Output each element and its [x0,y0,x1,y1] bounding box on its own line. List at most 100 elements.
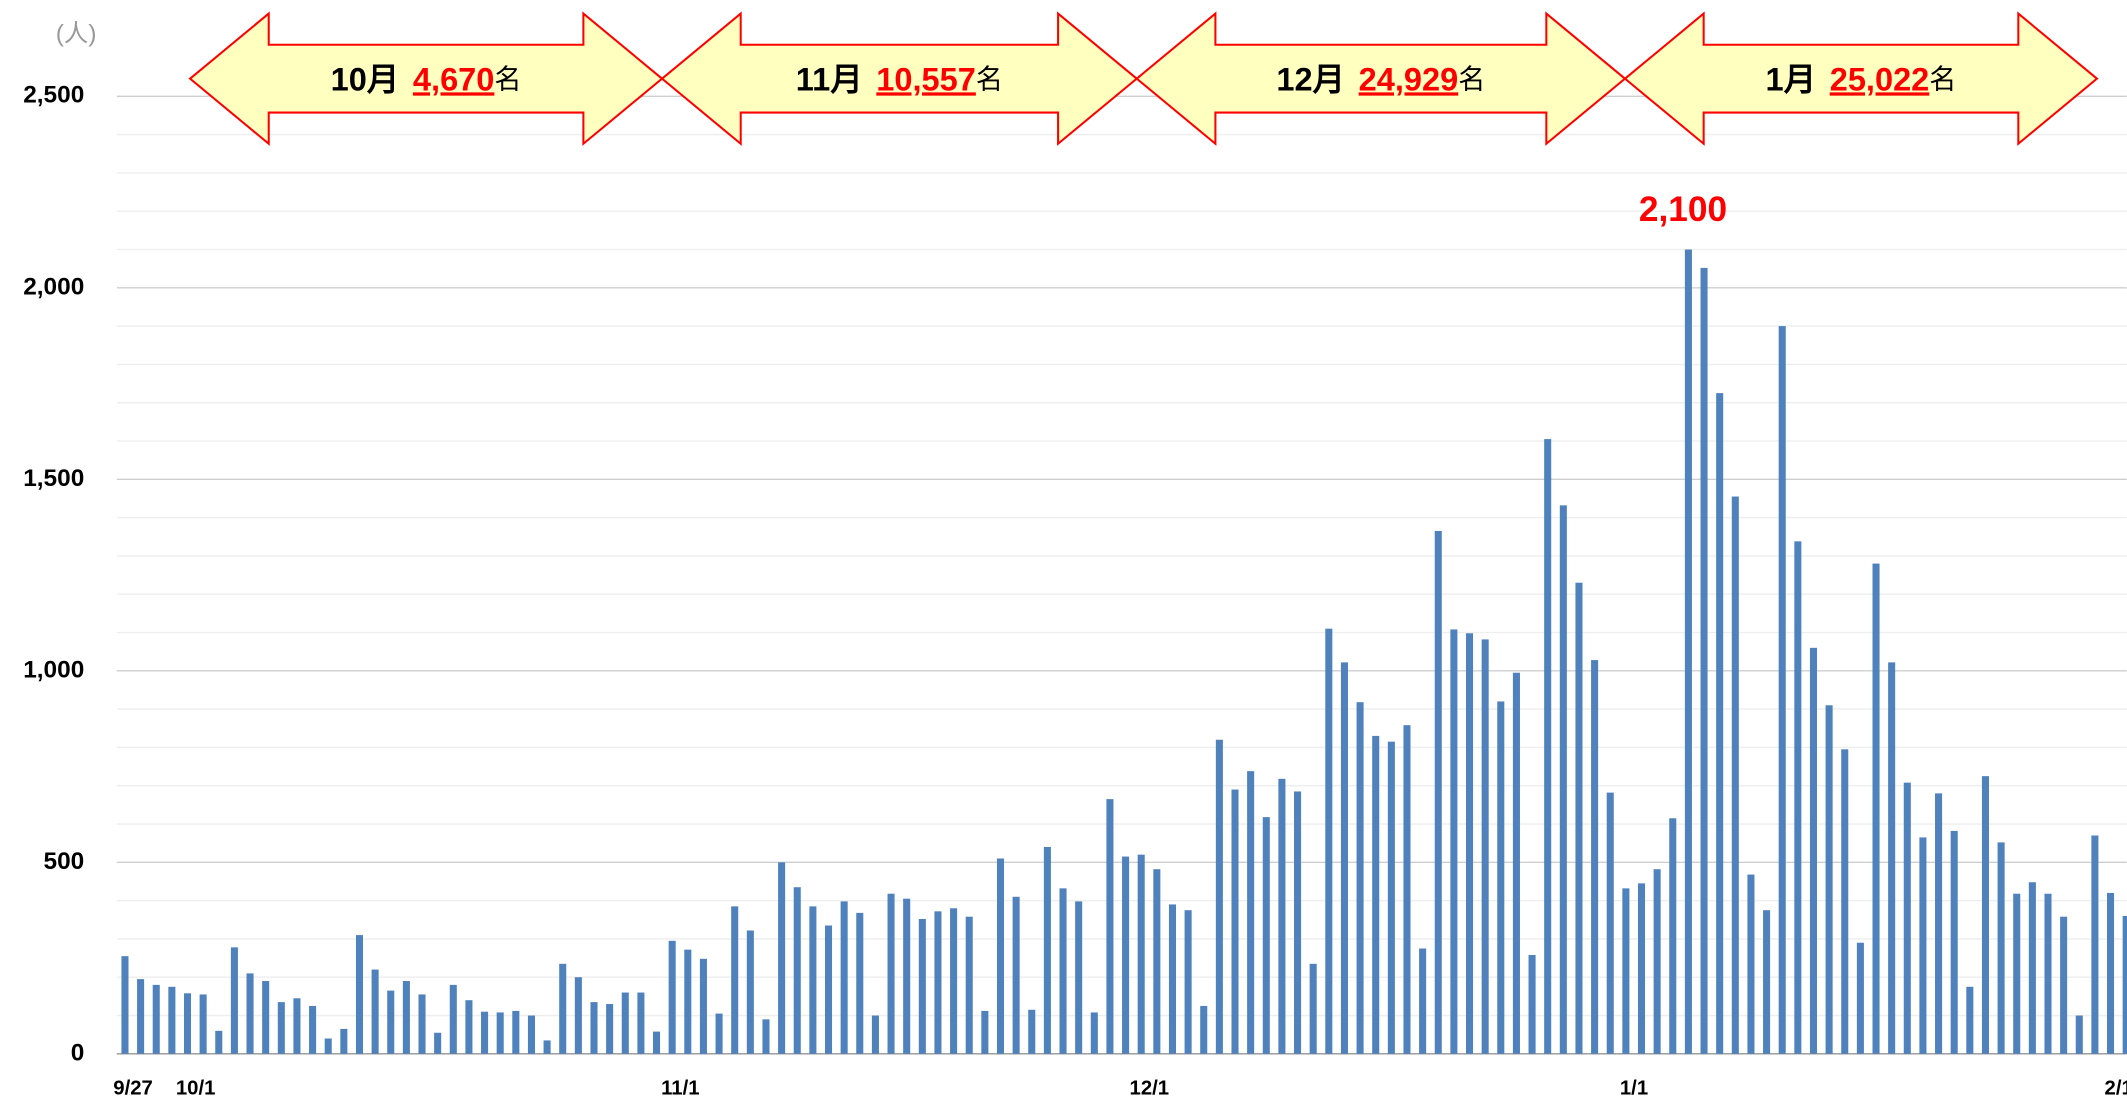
bar [1465,633,1474,1054]
bar [778,862,786,1054]
bar [1935,793,1943,1054]
bar [1716,393,1724,1054]
bar [1043,846,1051,1054]
x-tick-label: 9/27 [113,1077,153,1099]
bar [1247,771,1255,1054]
bar [1278,778,1286,1054]
bar [1794,541,1802,1054]
month-name: 11月 [796,61,863,97]
bar [1997,842,2005,1054]
bar [1059,888,1067,1054]
bar [1966,986,1974,1054]
bar [309,1005,317,1054]
bar [340,1028,348,1054]
bar [1309,963,1317,1054]
bar [1137,854,1145,1054]
unit: 名 [976,64,1003,95]
unit: 名 [1929,64,1956,95]
bar [1200,1005,1208,1054]
bar [465,1000,473,1054]
x-tick-label: 11/1 [661,1077,699,1099]
bar [199,994,207,1054]
bar [512,1010,520,1054]
bar [1512,672,1520,1054]
bar [1981,776,1989,1054]
bar [2028,882,2036,1054]
bar [1747,874,1755,1054]
bar [1606,792,1614,1054]
bar [215,1030,223,1054]
bar [621,992,629,1054]
bar [1809,647,1818,1054]
bar [2044,893,2052,1054]
bar [1575,582,1583,1054]
month-name: 12月 [1276,61,1345,97]
total: 4,670 [413,61,494,97]
bar [1075,901,1083,1054]
bar [668,940,676,1054]
bar [1106,799,1114,1054]
bar [183,993,192,1054]
bar [1497,701,1505,1054]
bar [1888,662,1896,1054]
bar [1528,955,1536,1054]
bar [230,947,238,1054]
bar [418,994,426,1054]
y-tick-label: 500 [44,848,85,875]
bar [1153,869,1161,1054]
bar [2122,915,2127,1054]
bar [449,984,457,1054]
bar [1012,896,1020,1054]
bar [1653,869,1661,1054]
bar [1450,629,1458,1054]
bar [746,930,754,1054]
bar [1262,817,1270,1054]
bar [1419,948,1427,1054]
bar [371,969,379,1054]
bar [903,898,911,1054]
month-total: 12月 24,929名 [1276,61,1485,97]
bar [1919,837,1927,1054]
bar [1481,639,1489,1054]
bar [1340,662,1348,1054]
bar [1028,1009,1036,1054]
bar [2075,1015,2083,1054]
bar [793,887,801,1054]
bar [1122,856,1130,1054]
bar [1090,1012,1098,1054]
bar [762,1019,770,1054]
bar [402,981,410,1054]
month-total: 10月 4,670名 [331,61,522,97]
y-tick-label: 2,000 [23,273,84,300]
bar [277,1002,285,1054]
bar [168,986,176,1054]
month-total: 11月 10,557名 [796,61,1003,97]
x-tick-label: 2/1 [2105,1077,2127,1099]
bar [653,1031,661,1054]
bar [574,977,582,1054]
bar [324,1038,332,1054]
y-tick-label: 1,500 [23,465,84,492]
bar [1872,563,1880,1054]
peak-label: 2,100 [1639,190,1727,229]
y-tick-label: 1,000 [23,656,84,683]
bar [1372,735,1380,1054]
bar [1700,267,1708,1054]
y-tick-label: 2,500 [23,82,84,109]
bar [527,1015,535,1054]
x-tick-label: 12/1 [1130,1077,1170,1099]
unit: 名 [1458,64,1485,95]
bar [434,1032,442,1054]
bar [262,981,270,1054]
y-axis-label: (人) [56,21,97,48]
bar [246,973,254,1054]
bar [1841,749,1849,1054]
bar [965,916,973,1054]
y-tick-label: 0 [71,1039,85,1066]
total: 10,557 [876,61,976,97]
bar [840,901,848,1054]
bar [1215,739,1223,1054]
bar [2060,916,2068,1054]
bar [1669,818,1677,1054]
